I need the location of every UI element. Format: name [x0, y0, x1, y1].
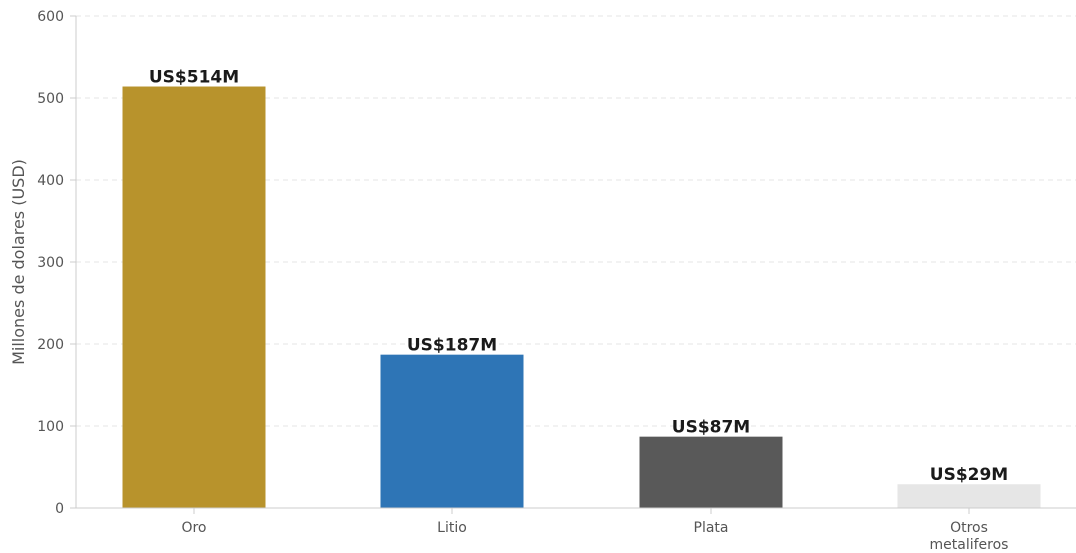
data-label: US$87M: [672, 418, 750, 438]
y-axis-label: Millones de dolares (USD): [9, 159, 28, 365]
y-tick-label: 300: [37, 255, 64, 271]
y-axis-ticks: 0 100 200 300 400 500 600: [37, 9, 76, 517]
y-tick-label: 100: [37, 419, 64, 435]
x-tick-label: Litio: [437, 520, 467, 536]
bar-1: [380, 354, 524, 508]
data-labels-layer: US$514M US$187M US$87M US$29M: [149, 68, 1008, 486]
y-tick-label: 0: [55, 501, 64, 517]
bar-3: [897, 484, 1041, 508]
x-tick-label: metaliferos: [930, 537, 1009, 553]
data-label: US$514M: [149, 68, 239, 88]
y-tick-label: 200: [37, 337, 64, 353]
y-tick-label: 600: [37, 9, 64, 25]
x-tick-label: Oro: [181, 520, 206, 536]
bar-0: [122, 86, 266, 509]
x-tick-label: Plata: [694, 520, 729, 536]
data-label: US$187M: [407, 336, 497, 356]
data-label: US$29M: [930, 465, 1008, 485]
bar-2: [639, 436, 783, 508]
y-tick-label: 400: [37, 173, 64, 189]
y-tick-label: 500: [37, 91, 64, 107]
bars-layer: [122, 86, 1041, 509]
x-tick-label: Otros: [950, 520, 988, 536]
